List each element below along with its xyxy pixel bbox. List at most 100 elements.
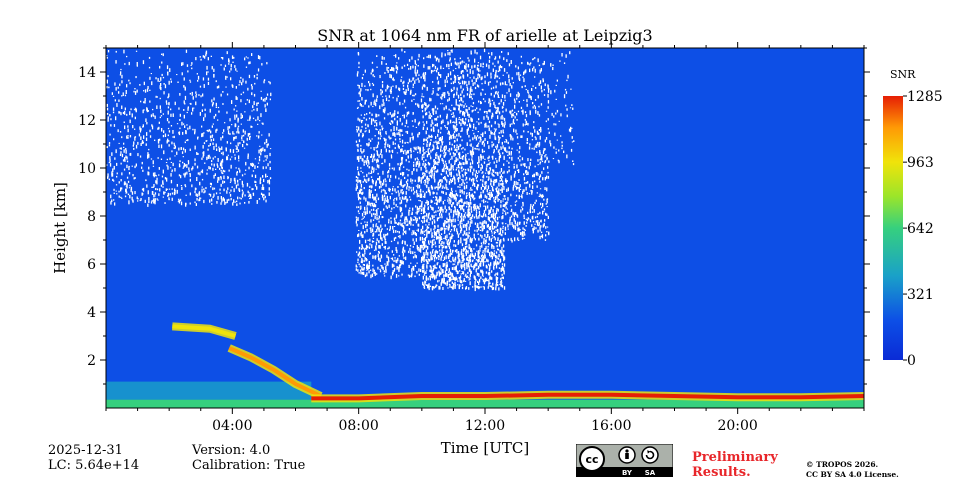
- noise-speck: [419, 179, 421, 182]
- noise-speck: [113, 124, 116, 127]
- noise-speck: [527, 158, 529, 162]
- noise-speck: [462, 215, 464, 218]
- noise-speck: [493, 212, 495, 216]
- noise-speck: [471, 93, 473, 96]
- noise-speck: [180, 201, 183, 206]
- noise-speck: [397, 222, 400, 226]
- noise-speck: [485, 167, 488, 172]
- noise-speck: [384, 245, 386, 248]
- noise-speck: [386, 232, 389, 236]
- noise-speck: [454, 284, 457, 287]
- noise-speck: [360, 205, 362, 210]
- noise-speck: [408, 266, 410, 268]
- noise-speck: [542, 195, 544, 198]
- noise-speck: [111, 92, 113, 95]
- noise-speck: [385, 139, 387, 141]
- noise-speck: [436, 201, 438, 206]
- noise-speck: [431, 134, 433, 138]
- noise-speck: [422, 103, 424, 108]
- noise-speck: [249, 136, 251, 140]
- noise-speck: [509, 123, 511, 128]
- noise-speck: [508, 78, 510, 83]
- noise-speck: [514, 111, 516, 113]
- noise-speck: [491, 286, 493, 288]
- noise-speck: [448, 218, 450, 223]
- noise-speck: [446, 264, 448, 267]
- noise-speck: [428, 240, 430, 244]
- noise-speck: [497, 91, 499, 93]
- noise-speck: [515, 65, 517, 68]
- noise-speck: [230, 68, 232, 71]
- noise-speck: [428, 212, 430, 215]
- noise-speck: [425, 258, 427, 262]
- noise-speck: [470, 50, 472, 55]
- noise-speck: [524, 163, 526, 167]
- noise-speck: [249, 197, 251, 200]
- noise-speck: [390, 175, 392, 178]
- noise-speck: [490, 194, 493, 197]
- noise-speck: [487, 234, 489, 236]
- noise-speck: [109, 156, 111, 160]
- noise-speck: [540, 68, 542, 72]
- noise-speck: [476, 216, 478, 220]
- noise-speck: [540, 225, 542, 228]
- noise-speck: [499, 258, 501, 263]
- noise-speck: [401, 148, 403, 152]
- noise-speck: [430, 156, 432, 160]
- noise-speck: [450, 286, 453, 288]
- noise-speck: [381, 265, 383, 269]
- noise-speck: [392, 67, 394, 70]
- noise-speck: [116, 175, 118, 178]
- noise-speck: [498, 267, 501, 269]
- noise-speck: [526, 221, 528, 224]
- noise-speck: [468, 260, 470, 264]
- noise-speck: [485, 221, 487, 225]
- noise-speck: [424, 282, 426, 285]
- noise-speck: [466, 160, 468, 165]
- noise-speck: [426, 213, 428, 217]
- noise-speck: [407, 155, 409, 158]
- noise-speck: [424, 215, 426, 217]
- noise-speck: [217, 165, 219, 168]
- noise-speck: [473, 207, 475, 211]
- noise-speck: [148, 148, 150, 151]
- noise-speck: [195, 91, 197, 94]
- noise-speck: [134, 177, 136, 179]
- noise-speck: [370, 189, 372, 193]
- noise-speck: [440, 120, 443, 125]
- noise-speck: [358, 196, 360, 201]
- noise-speck: [460, 205, 462, 210]
- noise-speck: [493, 217, 495, 220]
- noise-speck: [366, 113, 368, 115]
- noise-speck: [495, 287, 497, 291]
- noise-speck: [495, 128, 497, 131]
- noise-speck: [403, 231, 406, 233]
- noise-speck: [417, 122, 420, 126]
- noise-speck: [397, 241, 399, 245]
- noise-speck: [400, 179, 402, 184]
- noise-speck: [262, 193, 264, 198]
- noise-speck: [481, 172, 483, 174]
- noise-speck: [380, 191, 383, 193]
- noise-speck: [464, 103, 466, 105]
- noise-speck: [479, 234, 482, 237]
- noise-speck: [259, 179, 262, 181]
- noise-speck: [168, 93, 170, 98]
- noise-speck: [267, 163, 269, 167]
- noise-speck: [476, 121, 478, 123]
- noise-speck: [476, 267, 478, 270]
- noise-speck: [189, 178, 191, 182]
- noise-speck: [359, 252, 361, 254]
- noise-speck: [539, 211, 541, 215]
- noise-speck: [532, 68, 534, 72]
- noise-speck: [433, 274, 435, 277]
- noise-speck: [458, 83, 460, 85]
- noise-speck: [160, 109, 162, 113]
- noise-speck: [359, 157, 361, 159]
- noise-speck: [358, 126, 360, 131]
- noise-speck: [446, 76, 448, 80]
- noise-speck: [445, 105, 447, 108]
- noise-speck: [219, 192, 221, 194]
- noise-speck: [251, 86, 253, 90]
- noise-speck: [367, 159, 369, 163]
